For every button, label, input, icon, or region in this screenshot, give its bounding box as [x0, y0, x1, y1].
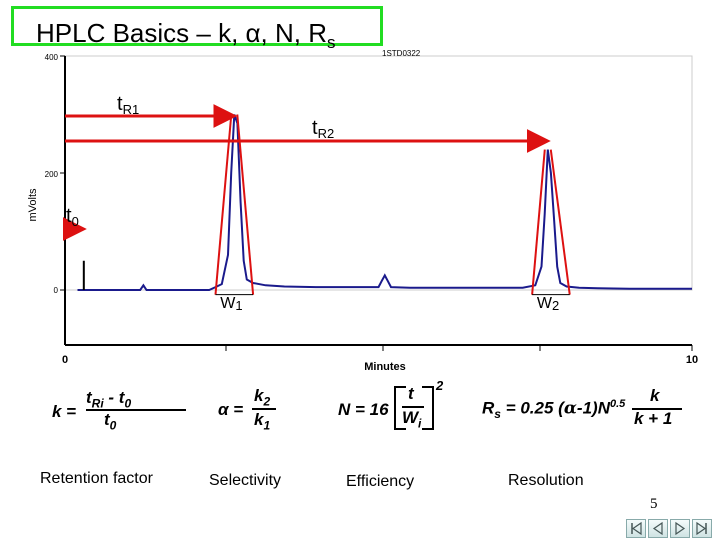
chromatogram-trace: [77, 114, 692, 291]
y-tick-label-0: 0: [54, 286, 59, 295]
t0-label: t0: [66, 205, 79, 229]
y-axis-label: mVolts: [27, 188, 39, 222]
y-tick-label-200: 200: [45, 170, 59, 179]
selectivity-caption: Selectivity: [209, 472, 282, 489]
last-slide-icon[interactable]: [692, 519, 712, 538]
plot-area: [64, 55, 693, 291]
y-tick-label-400: 400: [45, 53, 59, 62]
tR2-label: tR2: [312, 117, 334, 141]
first-slide-icon[interactable]: [626, 519, 646, 538]
x-tick-label-0: 0: [62, 354, 68, 366]
efficiency-caption: Efficiency: [346, 473, 415, 490]
peak-1-tangent-left: [214, 114, 233, 295]
retention-factor-formula: k = tRi - t0 t0: [52, 388, 186, 438]
peak-2-tangent-right: [549, 149, 571, 295]
resolution-caption: Resolution: [508, 472, 584, 489]
x-tick-label-10: 10: [686, 354, 698, 366]
next-slide-icon[interactable]: [670, 519, 690, 538]
peak-1-tangent-right: [236, 114, 255, 295]
selectivity-formula: α = k2 k1: [218, 386, 288, 436]
previous-slide-icon[interactable]: [648, 519, 668, 538]
W1-label: W1: [220, 295, 242, 313]
resolution-formula: Rs = 0.25 (α-1)N0.5 k k + 1: [482, 386, 692, 436]
title-box: HPLC Basics – k, α, N, Rs: [11, 6, 383, 52]
legend-text: 1STD0322: [382, 49, 421, 58]
efficiency-formula: N = 16 t Wi 2: [338, 378, 444, 431]
W2-label: W2: [537, 295, 559, 313]
peak-2-tangent-left: [531, 149, 546, 295]
tR1-label: tR1: [117, 93, 139, 117]
slide-title: HPLC Basics – k, α, N, Rs: [36, 18, 336, 53]
page-number: 5: [650, 496, 658, 512]
x-axis-label: Minutes: [364, 361, 406, 373]
retention-factor-caption: Retention factor: [40, 470, 153, 487]
